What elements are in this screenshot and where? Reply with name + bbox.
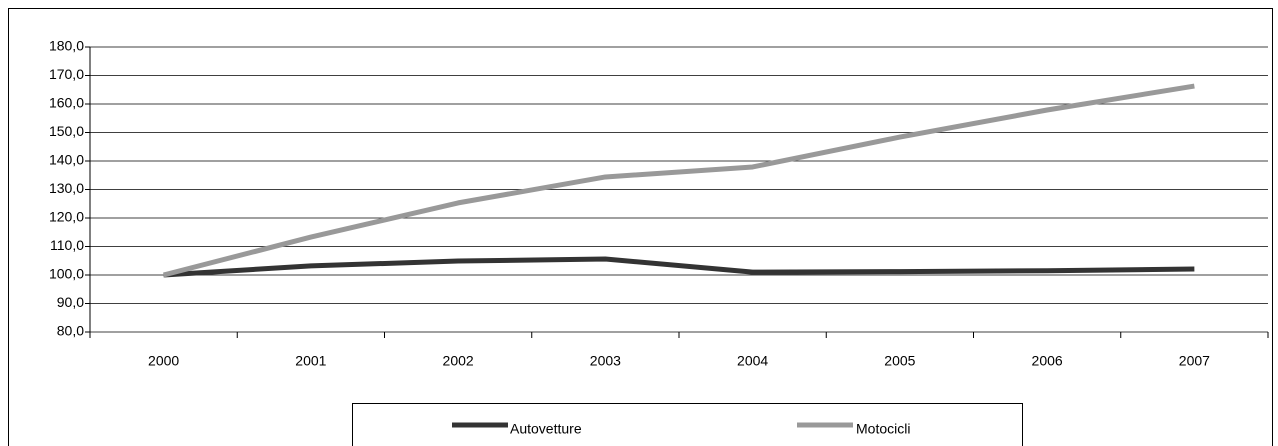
y-tick-label: 170,0 [49,66,84,82]
y-tick-label: 160,0 [49,95,84,111]
chart-frame [8,8,1273,446]
x-tick-label: 2003 [590,353,621,369]
x-tick-label: 2002 [443,353,474,369]
y-tick-label: 100,0 [49,266,84,282]
y-tick-label: 80,0 [57,323,84,339]
y-tick-label: 120,0 [49,209,84,225]
x-tick-label: 2006 [1032,353,1063,369]
y-tick-label: 110,0 [50,237,84,253]
legend-label: Motocicli [856,421,910,437]
y-tick-label: 90,0 [57,294,84,310]
series-line [163,83,1195,278]
x-tick-label: 2005 [884,353,915,369]
series-line [163,256,1195,278]
y-tick-label: 140,0 [49,152,84,168]
y-tick-label: 150,0 [49,123,84,139]
x-tick-label: 2001 [295,353,326,369]
x-tick-label: 2000 [148,353,179,369]
x-tick-label: 2007 [1179,353,1210,369]
x-tick-label: 2004 [737,353,768,369]
y-tick-label: 180,0 [49,38,84,54]
y-tick-label: 130,0 [49,180,84,196]
legend-label: Autovetture [510,421,582,437]
